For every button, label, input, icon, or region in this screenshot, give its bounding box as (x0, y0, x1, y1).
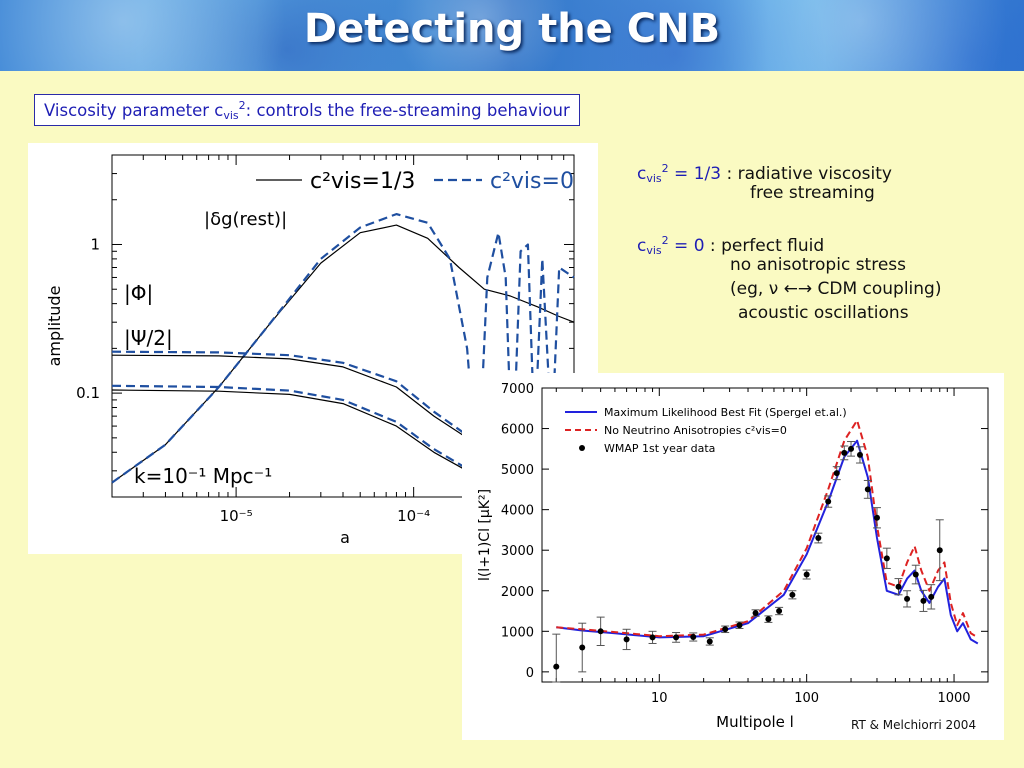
legend-solid-label: c²vis=1/3 (310, 169, 415, 194)
data-point (928, 593, 935, 600)
slide-title: Detecting the CNB (303, 6, 721, 52)
data-point (597, 628, 604, 635)
y-tick-label: 2000 (501, 585, 534, 600)
data-point (825, 498, 832, 505)
data-point (873, 514, 880, 521)
data-point (623, 636, 630, 643)
cmb-spectrum-chart-panel: 10 100 1000 0 1000 2000 3000 4000 5000 6000 7000 Mu… (462, 373, 1004, 740)
data-point (864, 486, 871, 493)
note-no-anisotropic-stress: no anisotropic stress (730, 255, 907, 275)
note-line-5: (eg, ν ←→ CDM coupling) (637, 277, 1017, 301)
data-point (649, 634, 656, 641)
y-tick-label: 5000 (501, 463, 534, 478)
note-rest: : radiative viscosity (721, 164, 892, 184)
y-tick-label: 1 (90, 235, 100, 253)
plot-frame (541, 387, 989, 683)
note-line-1: cvis2 = 1/3 : radiative viscosity (637, 157, 1017, 185)
data-point (789, 591, 796, 598)
title-banner: Detecting the CNB (0, 0, 1024, 71)
credit-text: RT & Melchiorri 2004 (851, 718, 977, 732)
data-point (752, 610, 759, 617)
data-point (904, 595, 911, 602)
data-point (833, 470, 840, 477)
wavenumber-annotation: k=10⁻¹ Mpc⁻¹ (134, 464, 272, 488)
data-point (841, 449, 848, 456)
x-tick-label: 10 (651, 691, 668, 706)
y-tick-label: 0 (526, 666, 534, 681)
x-tick-label: 100 (794, 691, 819, 706)
series-line-maximum-likelihood-best-fit-spergel-et-al (556, 439, 979, 645)
data-point (912, 571, 919, 578)
x-tick-label: 10⁻⁵ (220, 507, 253, 525)
y-axis-label: amplitude (45, 286, 64, 367)
box-text-pre: Viscosity parameter c (44, 101, 224, 120)
note-rest: : perfect fluid (704, 236, 825, 256)
data-point (553, 663, 560, 670)
note-eq: = 1/3 (668, 164, 722, 184)
data-point (856, 451, 863, 458)
box-superscript: 2 (238, 99, 246, 112)
y-tick-label: 0.1 (76, 384, 100, 402)
note-sup: 2 (661, 234, 669, 247)
curve-label-phi: |Φ| (124, 281, 153, 305)
data-point (736, 622, 743, 629)
data-point (706, 638, 713, 645)
series-line-no-neutrino-anisotropies-c-vis-0 (556, 419, 979, 639)
data-point (722, 626, 729, 633)
x-tick-label: 10⁻⁴ (397, 507, 430, 525)
x-tick-label: 1000 (937, 691, 970, 706)
legend-label-maximum-likelihood-best-fit-spergel-et-al: Maximum Likelihood Best Fit (Spergel et.… (604, 406, 847, 419)
y-axis-label: l(l+1)Cl [μK²] (477, 489, 493, 581)
viscosity-notes: cvis2 = 1/3 : radiative viscosity free s… (637, 157, 1017, 325)
data-point (920, 597, 927, 604)
data-point (936, 547, 943, 554)
data-point (776, 608, 783, 615)
note-sup: 2 (661, 162, 669, 175)
x-axis-label: Multipole l (716, 713, 794, 731)
curve-label-psi: |Ψ/2| (124, 326, 173, 350)
cmb-power-spectrum-chart: 10 100 1000 0 1000 2000 3000 4000 5000 6000 7000 Mu… (477, 382, 989, 731)
note-eq: = 0 (668, 236, 705, 256)
y-tick-label: 6000 (501, 423, 534, 438)
curve-label-delta: |δg(rest)| (204, 209, 287, 230)
legend-label-wmap-1st-year-data: WMAP 1st year data (604, 442, 715, 455)
note-line-6: acoustic oscillations (637, 301, 1017, 325)
note-line-3: cvis2 = 0 : perfect fluid (637, 229, 1017, 257)
y-tick-label: 3000 (501, 544, 534, 559)
legend-label-no-neutrino-anisotropies-c-vis-0: No Neutrino Anisotropies c²vis=0 (604, 424, 787, 437)
note-line-2: free streaming (637, 181, 1017, 205)
data-point (815, 535, 822, 542)
box-text-post: : controls the free-streaming behaviour (245, 101, 570, 120)
legend-point-swatch (579, 445, 585, 451)
viscosity-definition-box: Viscosity parameter cvis2: controls the … (34, 94, 580, 126)
data-point (803, 571, 810, 578)
box-subscript: vis (223, 109, 239, 122)
note-free-streaming: free streaming (750, 183, 875, 203)
data-point (848, 445, 855, 452)
x-axis-label: a (340, 528, 350, 547)
note-line-4: no anisotropic stress (637, 253, 1017, 277)
amplitude-chart-panel: 10⁻⁵ 10⁻⁴ 1 0.1 a amplitude c²vis=1/3 c²vis=0 |δ… (28, 143, 598, 554)
data-point (895, 583, 902, 590)
data-point (690, 633, 697, 640)
y-tick-label: 7000 (501, 382, 534, 397)
legend-dashed-label: c²vis=0 (490, 169, 574, 194)
note-acoustic-oscillations: acoustic oscillations (738, 303, 909, 323)
y-tick-label: 1000 (501, 625, 534, 640)
data-point (673, 634, 680, 641)
note-c: c (637, 236, 647, 256)
note-coupling: (eg, ν ←→ CDM coupling) (730, 279, 942, 299)
note-sub: vis (646, 244, 662, 257)
data-point (883, 555, 890, 562)
data-point (765, 616, 772, 623)
data-point (579, 644, 586, 651)
note-sub: vis (646, 172, 662, 185)
note-c: c (637, 164, 647, 184)
y-tick-label: 4000 (501, 504, 534, 519)
